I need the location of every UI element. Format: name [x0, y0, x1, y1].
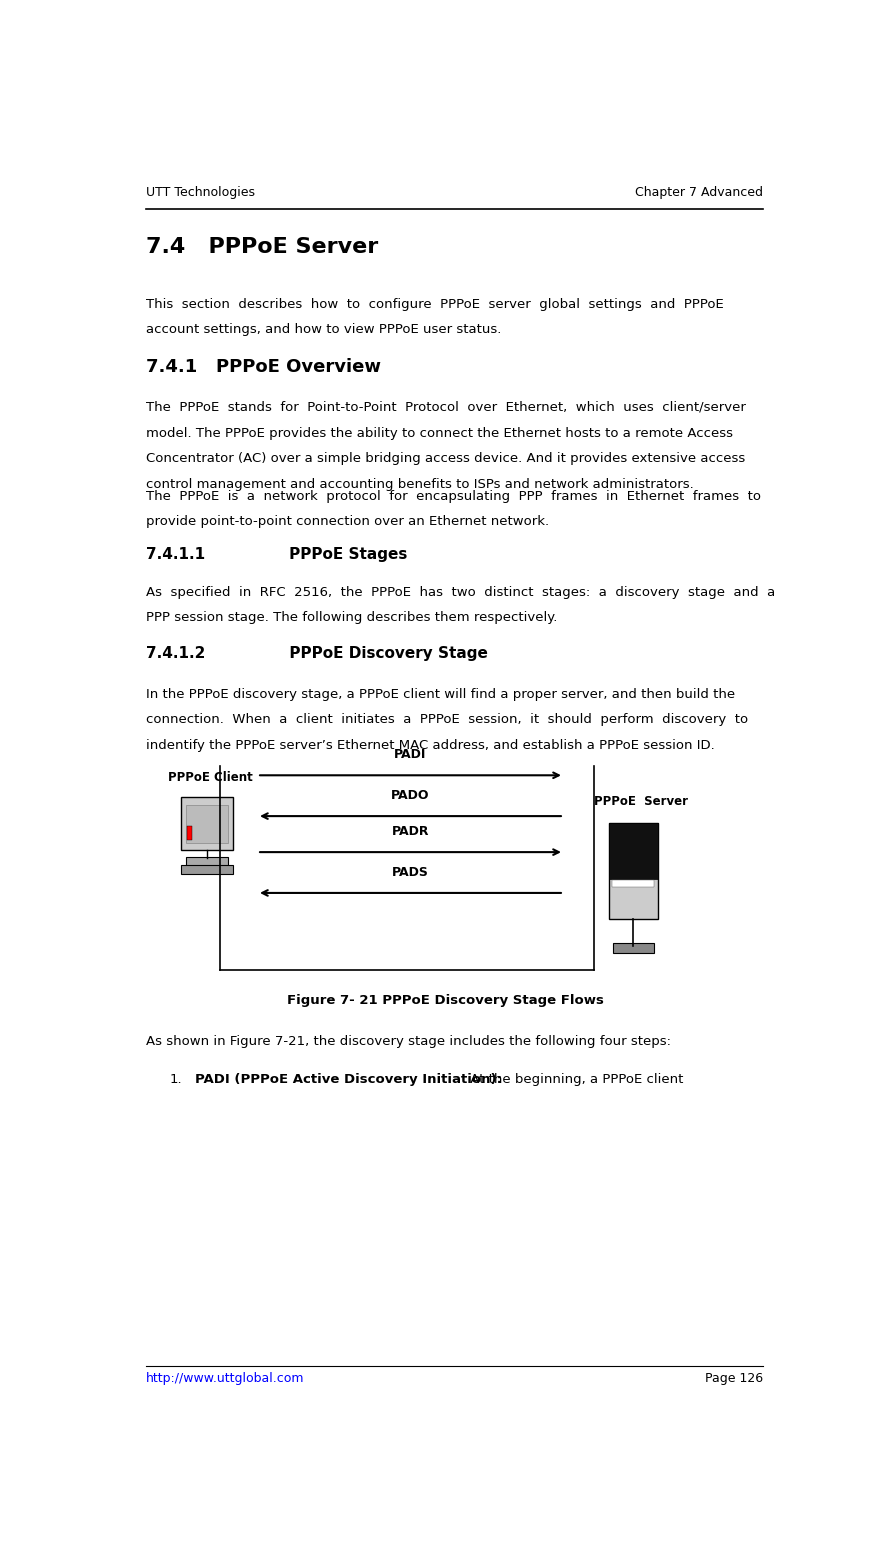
Bar	[186, 804, 228, 842]
Text: indentify the PPPoE server’s Ethernet MAC address, and establish a PPPoE session: indentify the PPPoE server’s Ethernet MA…	[146, 739, 713, 753]
Text: The  PPPoE  is  a  network  protocol  for  encapsulating  PPP  frames  in  Ether: The PPPoE is a network protocol for enca…	[146, 490, 760, 502]
Text: The  PPPoE  stands  for  Point-to-Point  Protocol  over  Ethernet,  which  uses : The PPPoE stands for Point-to-Point Prot…	[146, 401, 745, 413]
Text: model. The PPPoE provides the ability to connect the Ethernet hosts to a remote : model. The PPPoE provides the ability to…	[146, 427, 732, 440]
Text: Figure 7- 21 PPPoE Discovery Stage Flows: Figure 7- 21 PPPoE Discovery Stage Flows	[287, 993, 604, 1007]
Bar	[612, 879, 653, 887]
Text: PPP session stage. The following describes them respectively.: PPP session stage. The following describ…	[146, 611, 556, 625]
Bar	[181, 797, 233, 850]
Text: This  section  describes  how  to  configure  PPPoE  server  global  settings  a: This section describes how to configure …	[146, 298, 723, 310]
Bar	[187, 826, 192, 840]
Text: 7.4.1   PPPoE Overview: 7.4.1 PPPoE Overview	[146, 357, 381, 376]
Text: 7.4   PPPoE Server: 7.4 PPPoE Server	[146, 237, 378, 257]
Text: As shown in Figure 7-21, the discovery stage includes the following four steps:: As shown in Figure 7-21, the discovery s…	[146, 1035, 670, 1048]
Text: At the beginning, a PPPoE client: At the beginning, a PPPoE client	[466, 1073, 683, 1087]
Text: 1.: 1.	[169, 1073, 182, 1087]
Text: Chapter 7 Advanced: Chapter 7 Advanced	[634, 186, 762, 200]
Text: Page 126: Page 126	[704, 1372, 762, 1384]
Text: 7.4.1.1                PPPoE Stages: 7.4.1.1 PPPoE Stages	[146, 547, 407, 563]
Text: Concentrator (AC) over a simple bridging access device. And it provides extensiv: Concentrator (AC) over a simple bridging…	[146, 452, 744, 466]
Bar	[608, 823, 657, 879]
Text: In the PPPoE discovery stage, a PPPoE client will find a proper server, and then: In the PPPoE discovery stage, a PPPoE cl…	[146, 688, 734, 700]
Text: 7.4.1.2                PPPoE Discovery Stage: 7.4.1.2 PPPoE Discovery Stage	[146, 645, 488, 661]
Text: PADO: PADO	[391, 789, 429, 801]
Text: PPPoE  Server: PPPoE Server	[594, 795, 687, 808]
Text: PADI: PADI	[394, 748, 426, 761]
Text: http://www.uttglobal.com: http://www.uttglobal.com	[146, 1372, 304, 1384]
Text: UTT Technologies: UTT Technologies	[146, 186, 255, 200]
Bar	[181, 865, 233, 873]
Text: As  specified  in  RFC  2516,  the  PPPoE  has  two  distinct  stages:  a  disco: As specified in RFC 2516, the PPPoE has …	[146, 586, 774, 599]
Bar	[608, 823, 657, 920]
Bar	[613, 943, 653, 953]
Text: provide point-to-point connection over an Ethernet network.: provide point-to-point connection over a…	[146, 516, 548, 529]
Text: PPPoE Client: PPPoE Client	[168, 770, 252, 784]
Text: PADR: PADR	[391, 825, 428, 837]
Text: PADS: PADS	[392, 865, 428, 879]
Text: PADI (PPPoE Active Discovery Initiation):: PADI (PPPoE Active Discovery Initiation)…	[195, 1073, 501, 1087]
Bar	[186, 857, 228, 867]
Text: control management and accounting benefits to ISPs and network administrators.: control management and accounting benefi…	[146, 479, 693, 491]
Text: account settings, and how to view PPPoE user status.: account settings, and how to view PPPoE …	[146, 323, 501, 337]
Text: connection.  When  a  client  initiates  a  PPPoE  session,  it  should  perform: connection. When a client initiates a PP…	[146, 714, 747, 726]
